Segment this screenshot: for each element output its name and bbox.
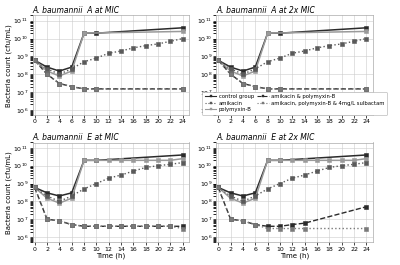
Legend: control group, amikacin, polymyxin-B, amikacin & polymyxin-B, amikacin, polymyxi: control group, amikacin, polymyxin-B, am… <box>202 92 387 114</box>
X-axis label: Time (h): Time (h) <box>280 253 309 259</box>
Text: A. baumannii  A at 2x MIC: A. baumannii A at 2x MIC <box>216 6 315 15</box>
Text: A. baumannii  E at MIC: A. baumannii E at MIC <box>33 133 120 142</box>
Text: A. baumannii  A at MIC: A. baumannii A at MIC <box>33 6 120 15</box>
X-axis label: Time (h): Time (h) <box>96 253 126 259</box>
Text: A. baumannii  E at 2x MIC: A. baumannii E at 2x MIC <box>216 133 315 142</box>
Y-axis label: Bacteria count (cfu/mL): Bacteria count (cfu/mL) <box>6 24 12 107</box>
Y-axis label: Bacteria count (cfu/mL): Bacteria count (cfu/mL) <box>6 151 12 234</box>
